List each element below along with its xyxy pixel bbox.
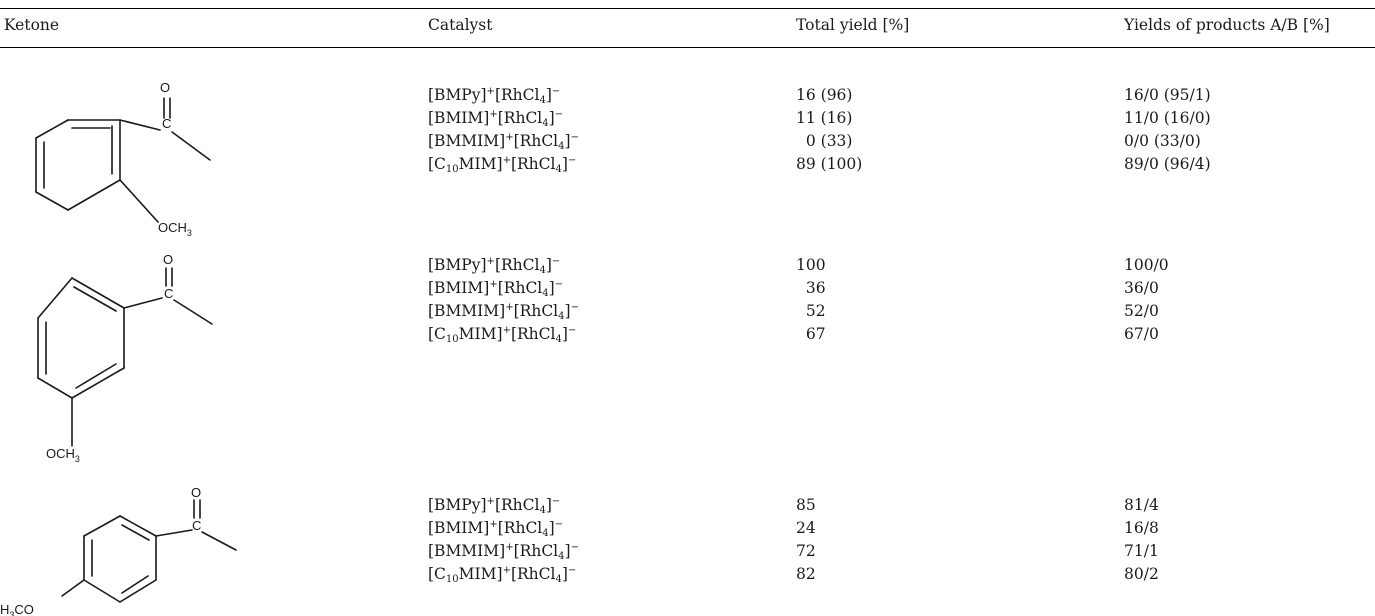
yields-ab-cell: 71/1 [1124, 542, 1159, 560]
yields-ab-cell: 52/0 [1124, 302, 1159, 320]
carbon-label: C [164, 286, 173, 301]
bond-line [155, 529, 193, 537]
header-total-yield: Total yield [%] [796, 16, 910, 34]
bond-line [71, 367, 125, 399]
yields-ab-cell: 11/0 (16/0) [1124, 109, 1211, 127]
oxygen-label: O [191, 485, 201, 500]
total-yield-cell: 52 [796, 302, 826, 320]
catalyst-bmpy: [BMPy]+[RhCl4]− [428, 496, 561, 516]
total-yield-cell: 85 [796, 496, 816, 514]
structure-meta-methoxy-label: OCH3 [46, 446, 80, 464]
bond-line [61, 579, 85, 597]
bond-line [173, 299, 213, 325]
bond-line [121, 524, 150, 541]
yields-ab-cell: 80/2 [1124, 565, 1159, 583]
yields-ab-cell: 67/0 [1124, 325, 1159, 343]
yields-ab-cell: 100/0 [1124, 256, 1169, 274]
catalyst-bmim: [BMIM]+[RhCl4]− [428, 109, 564, 129]
methoxy-label: OCH3 [46, 446, 80, 464]
catalyst-bmmim: [BMMIM]+[RhCl4]− [428, 302, 579, 322]
bond-line [71, 277, 125, 309]
total-yield-cell: 24 [796, 519, 816, 537]
oxygen-label: O [163, 252, 173, 267]
total-yield-cell: 36 [796, 279, 826, 297]
table-header-rule [0, 47, 1375, 48]
catalyst-bmim: [BMIM]+[RhCl4]− [428, 279, 564, 299]
bond-line [83, 579, 121, 603]
bond-line [73, 286, 117, 312]
bond-line [119, 179, 159, 223]
methoxy-label: H3CO [0, 602, 34, 616]
bond-line [119, 119, 161, 131]
catalyst-bmmim: [BMMIM]+[RhCl4]− [428, 132, 579, 152]
structure-meta-methoxyacetophenone: C O [37, 252, 213, 447]
total-yield-cell: 11 (16) [796, 109, 853, 127]
bond-line [37, 277, 73, 319]
total-yield-cell: 100 [796, 256, 826, 274]
yields-ab-cell: 36/0 [1124, 279, 1159, 297]
structure-ortho-methoxyacetophenone: C O OCH3 [35, 80, 211, 238]
catalyst-bmpy: [BMPy]+[RhCl4]− [428, 256, 561, 276]
bond-line [35, 191, 69, 211]
oxygen-label: O [160, 80, 170, 95]
table-top-rule [0, 8, 1375, 9]
bond-line [35, 119, 69, 139]
bond-line [119, 515, 157, 537]
header-yields-ab: Yields of products A/B [%] [1124, 16, 1330, 34]
total-yield-cell: 89 (100) [796, 155, 863, 173]
bond-line [123, 297, 163, 309]
catalyst-bmpy: [BMPy]+[RhCl4]− [428, 86, 561, 106]
methoxy-label: OCH3 [158, 220, 192, 238]
yields-ab-cell: 16/8 [1124, 519, 1159, 537]
total-yield-cell: 16 (96) [796, 86, 853, 104]
catalyst-bmmim: [BMMIM]+[RhCl4]− [428, 542, 579, 562]
total-yield-cell: 72 [796, 542, 816, 560]
yields-ab-cell: 89/0 (96/4) [1124, 155, 1211, 173]
bond-line [67, 179, 121, 211]
total-yield-cell: 82 [796, 565, 816, 583]
bond-line [37, 377, 73, 399]
yields-ab-cell: 81/4 [1124, 496, 1159, 514]
catalyst-c10mim: [C10MIM]+[RhCl4]− [428, 565, 577, 585]
catalyst-c10mim: [C10MIM]+[RhCl4]− [428, 155, 577, 175]
bond-line [75, 363, 117, 389]
catalyst-c10mim: [C10MIM]+[RhCl4]− [428, 325, 577, 345]
structure-para-methoxyacetophenone: C O H3CO [0, 485, 237, 616]
header-ketone: Ketone [4, 16, 60, 34]
carbon-label: C [162, 116, 171, 131]
yields-ab-cell: 0/0 (33/0) [1124, 132, 1201, 150]
total-yield-cell: 67 [796, 325, 826, 343]
carbon-label: C [192, 518, 201, 533]
bond-line [121, 575, 149, 594]
catalyst-bmim: [BMIM]+[RhCl4]− [428, 519, 564, 539]
bond-line [83, 515, 121, 537]
total-yield-cell: 0 (33) [796, 132, 853, 150]
header-catalyst: Catalyst [428, 16, 493, 34]
bond-line [119, 579, 157, 603]
bond-line [171, 131, 211, 161]
yields-ab-cell: 16/0 (95/1) [1124, 86, 1211, 104]
bond-line [201, 531, 237, 551]
